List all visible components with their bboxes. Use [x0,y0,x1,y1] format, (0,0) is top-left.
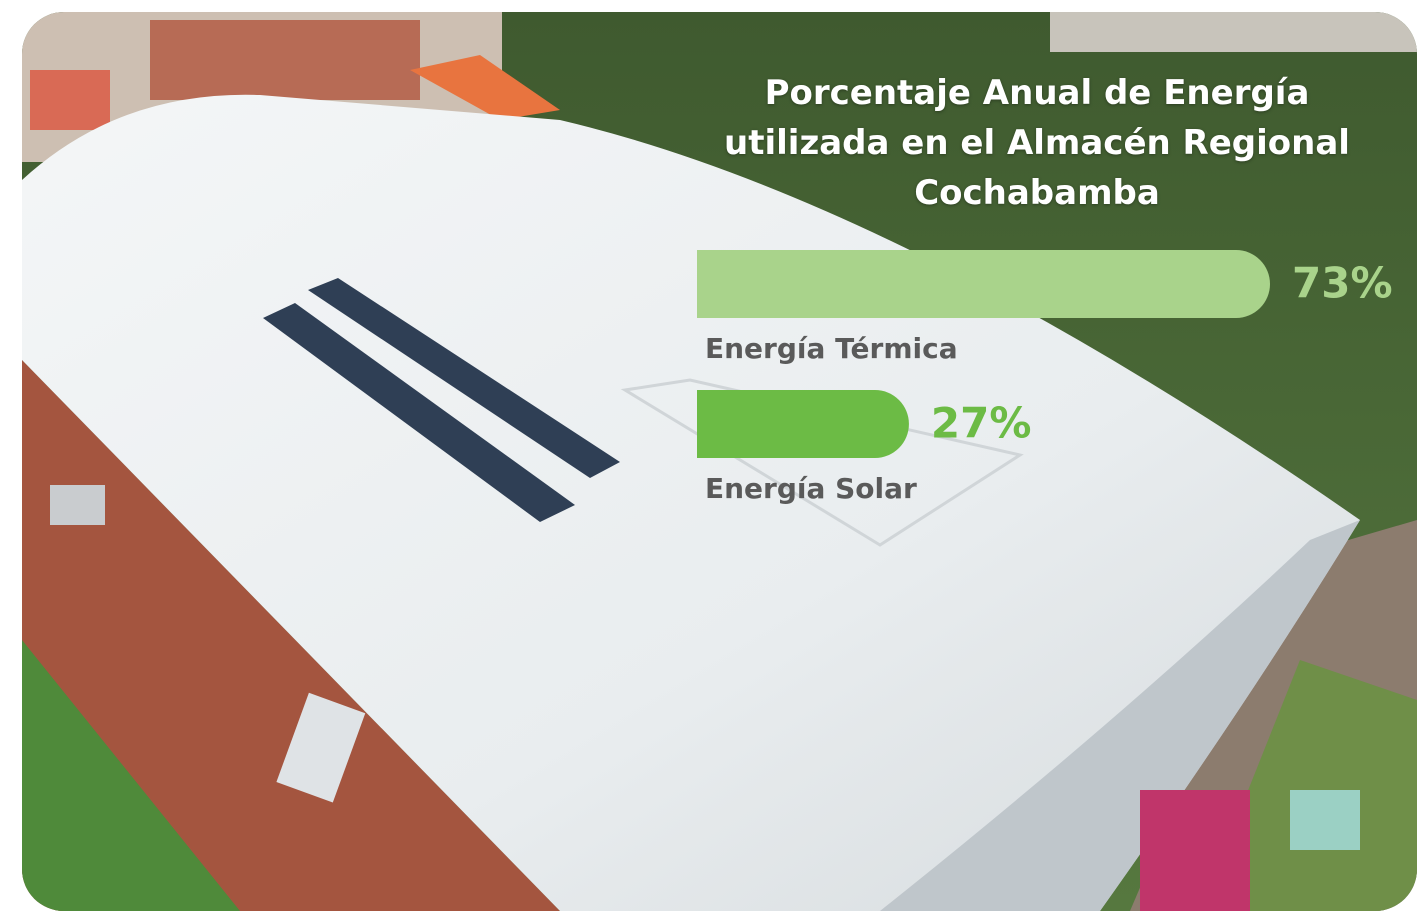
bar [697,250,1270,318]
value-label: 27% [931,399,1032,448]
category-label: Energía Térmica [705,332,958,365]
bar [697,390,909,458]
category-label: Energía Solar [705,472,917,505]
chart-title: Porcentaje Anual de Energía utilizada en… [724,73,1350,213]
value-label: 73% [1292,259,1393,308]
background-photo [22,12,1417,911]
